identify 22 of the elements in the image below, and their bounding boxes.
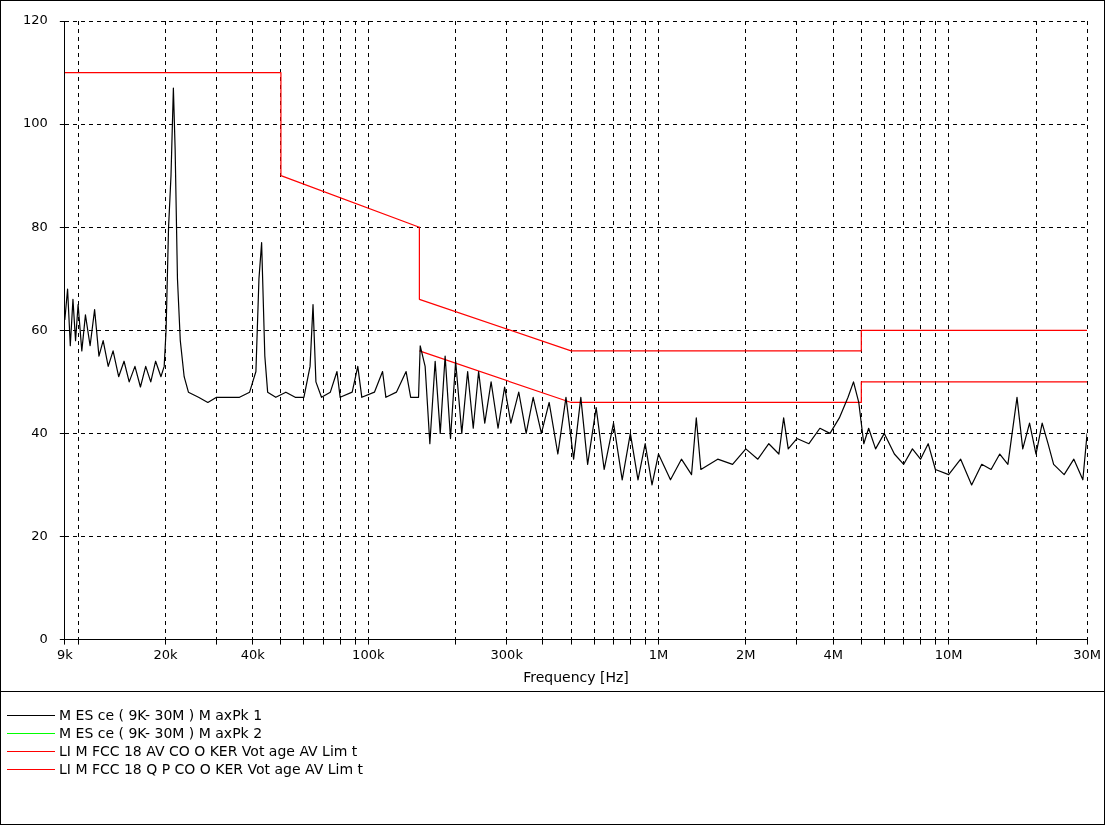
x-tick-label: 2M	[736, 646, 756, 662]
x-tick-label: 1M	[648, 646, 669, 662]
y-tick-label: 120	[22, 12, 48, 28]
x-tick-label: 30M	[1073, 646, 1101, 662]
x-tick-label: 40k	[240, 646, 266, 662]
x-tick-label: 20k	[153, 646, 178, 662]
legend-label: LI M FCC 18 Q P CO O KER Vot age AV Lim t	[59, 761, 364, 777]
x-tick-label: 300k	[490, 646, 524, 662]
y-tick-label: 100	[22, 115, 48, 131]
y-tick-label: 40	[31, 424, 48, 440]
y-tick-label: 20	[31, 527, 48, 543]
y-tick-label: 80	[31, 218, 48, 234]
y-tick-label: 0	[39, 630, 48, 646]
x-tick-label: 10M	[934, 646, 963, 662]
x-axis-title: Frequency [Hz]	[523, 669, 629, 686]
legend-label: LI M FCC 18 AV CO O KER Vot age AV Lim t	[59, 743, 358, 759]
legend-label: M ES ce ( 9K- 30M ) M axPk 2	[59, 725, 263, 741]
y-tick-label: 60	[31, 321, 48, 337]
x-tick-label: 100k	[352, 646, 385, 662]
legend-label: M ES ce ( 9K- 30M ) M axPk 1	[59, 707, 263, 723]
x-tick-label: 4M	[823, 646, 843, 662]
x-tick-label: 9k	[56, 646, 74, 662]
